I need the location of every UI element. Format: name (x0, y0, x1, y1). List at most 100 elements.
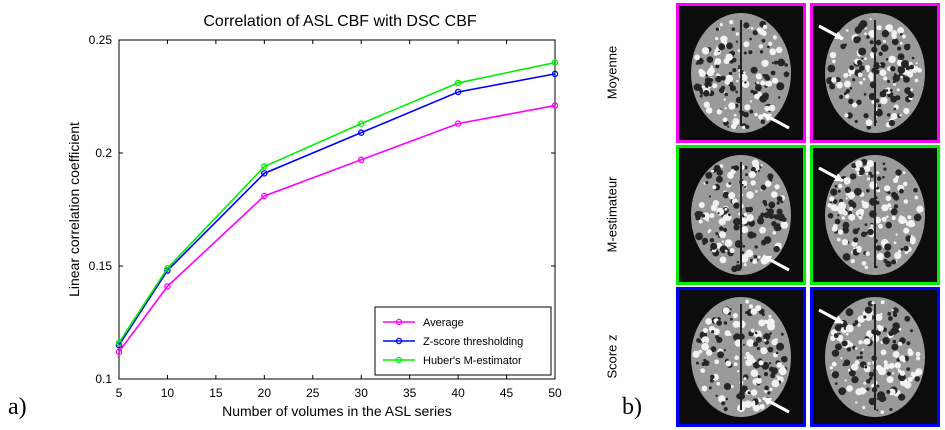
texture-speck (892, 339, 897, 344)
texture-speck (841, 216, 845, 220)
texture-speck (871, 384, 875, 388)
texture-speck (875, 313, 883, 321)
texture-speck (834, 184, 838, 188)
texture-speck (758, 319, 766, 327)
texture-speck (880, 96, 888, 105)
texture-speck (890, 208, 898, 216)
texture-speck (880, 239, 887, 246)
texture-speck (864, 223, 868, 226)
texture-speck (861, 57, 864, 60)
texture-speck (844, 379, 847, 382)
texture-speck (718, 43, 726, 51)
legend-entry: Average (423, 317, 464, 329)
texture-speck (867, 228, 874, 236)
texture-speck (849, 87, 853, 90)
texture-speck (892, 351, 900, 358)
texture-speck (776, 82, 785, 91)
texture-speck (901, 60, 909, 68)
texture-speck (701, 385, 708, 392)
arrow-icon (818, 308, 844, 325)
texture-speck (764, 105, 770, 112)
brain-mri-image (810, 287, 940, 427)
texture-speck (720, 35, 728, 43)
texture-speck (897, 53, 905, 61)
texture-speck (845, 193, 849, 196)
texture-speck (869, 72, 873, 76)
texture-speck (842, 226, 849, 234)
texture-speck (866, 387, 870, 391)
texture-speck (733, 217, 741, 226)
texture-speck (831, 361, 837, 367)
texture-speck (907, 350, 914, 356)
texture-speck (737, 49, 741, 53)
texture-speck (761, 59, 769, 67)
texture-speck (747, 231, 755, 239)
texture-speck (899, 370, 906, 376)
texture-speck (878, 394, 886, 403)
texture-speck (698, 202, 705, 208)
data-point (551, 102, 559, 109)
texture-speck (764, 389, 768, 393)
texture-speck (745, 173, 748, 176)
texture-speck (701, 214, 706, 218)
texture-speck (694, 212, 698, 216)
texture-speck (838, 387, 847, 396)
texture-speck (863, 93, 867, 96)
texture-speck (719, 87, 725, 94)
texture-speck (866, 188, 870, 193)
texture-speck (890, 66, 896, 72)
texture-speck (743, 263, 747, 267)
texture-speck (703, 101, 710, 108)
texture-speck (770, 367, 778, 375)
texture-speck (844, 43, 847, 47)
texture-speck (863, 338, 871, 345)
texture-speck (894, 362, 901, 369)
texture-speck (849, 65, 855, 71)
texture-speck (888, 330, 894, 336)
texture-speck (705, 74, 708, 77)
texture-speck (725, 397, 729, 401)
brain-mri-image (676, 145, 806, 285)
texture-speck (851, 163, 857, 169)
texture-speck (910, 88, 913, 92)
texture-speck (859, 355, 863, 359)
texture-speck (696, 338, 701, 343)
texture-speck (897, 66, 906, 74)
texture-speck (844, 72, 849, 78)
texture-speck (750, 27, 754, 30)
texture-speck (729, 85, 737, 92)
texture-speck (899, 41, 903, 45)
texture-speck (900, 247, 904, 251)
series-line (118, 104, 556, 353)
texture-speck (892, 307, 899, 314)
texture-speck (771, 77, 779, 84)
x-axis-label: Number of volumes in the ASL series (222, 403, 452, 419)
texture-speck (732, 313, 738, 319)
texture-speck (908, 92, 914, 99)
brain-row: M-estimateur (605, 145, 944, 285)
texture-speck (780, 332, 784, 336)
texture-speck (776, 196, 783, 202)
texture-speck (762, 24, 768, 30)
texture-speck (721, 401, 726, 406)
texture-speck (772, 231, 776, 235)
texture-speck (837, 237, 841, 242)
texture-speck (784, 63, 788, 67)
texture-speck (731, 123, 737, 130)
texture-speck (753, 361, 761, 369)
texture-speck (775, 351, 779, 355)
texture-speck (833, 333, 839, 338)
texture-speck (755, 190, 758, 193)
texture-speck (744, 81, 747, 84)
texture-speck (857, 315, 865, 323)
texture-speck (864, 57, 867, 61)
texture-speck (715, 37, 719, 41)
texture-speck (875, 200, 880, 205)
texture-speck (714, 359, 720, 365)
texture-speck (857, 208, 865, 215)
texture-speck (893, 241, 897, 245)
texture-speck (880, 349, 887, 356)
texture-speck (742, 125, 746, 130)
texture-speck (884, 251, 891, 258)
texture-speck (897, 46, 902, 51)
